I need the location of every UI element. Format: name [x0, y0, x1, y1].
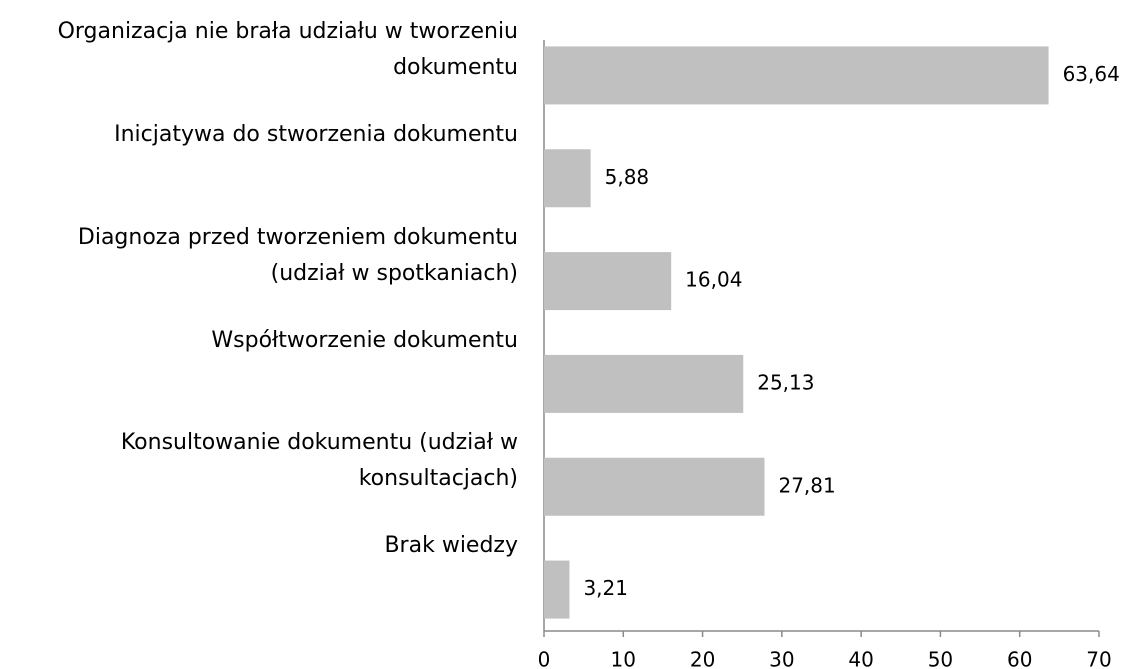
bar — [544, 46, 1049, 105]
category-label: Konsultowanie dokumentu (udział w konsul… — [120, 430, 518, 492]
data-label: 63,64 — [1063, 62, 1120, 86]
data-label: 27,81 — [778, 473, 835, 497]
x-tick-label: 60 — [1007, 648, 1032, 669]
category-label: Organizacja nie brała udziału w tworzeni… — [57, 19, 518, 80]
category-label: Inicjatywa do stworzenia dokumentu — [114, 121, 518, 147]
x-tick-label: 40 — [848, 648, 873, 669]
bar — [544, 149, 591, 208]
category-label: Współtworzenie dokumentu — [211, 327, 518, 353]
category-label: Diagnoza przed tworzeniem dokumentu (udz… — [77, 224, 518, 286]
x-tick-label: 50 — [928, 648, 953, 669]
data-label: 25,13 — [757, 370, 814, 394]
data-label: 5,88 — [605, 165, 650, 189]
x-tick-label: 10 — [611, 648, 636, 669]
x-tick-label: 30 — [769, 648, 794, 669]
data-label: 16,04 — [685, 268, 742, 292]
data-label: 3,21 — [583, 576, 628, 600]
bar — [544, 457, 765, 516]
bar — [544, 560, 570, 619]
bar — [544, 354, 744, 413]
bar — [544, 252, 672, 311]
x-tick-label: 0 — [538, 648, 551, 669]
category-label: Brak wiedzy — [384, 533, 518, 559]
x-tick-label: 20 — [690, 648, 715, 669]
x-tick-label: 70 — [1086, 648, 1111, 669]
